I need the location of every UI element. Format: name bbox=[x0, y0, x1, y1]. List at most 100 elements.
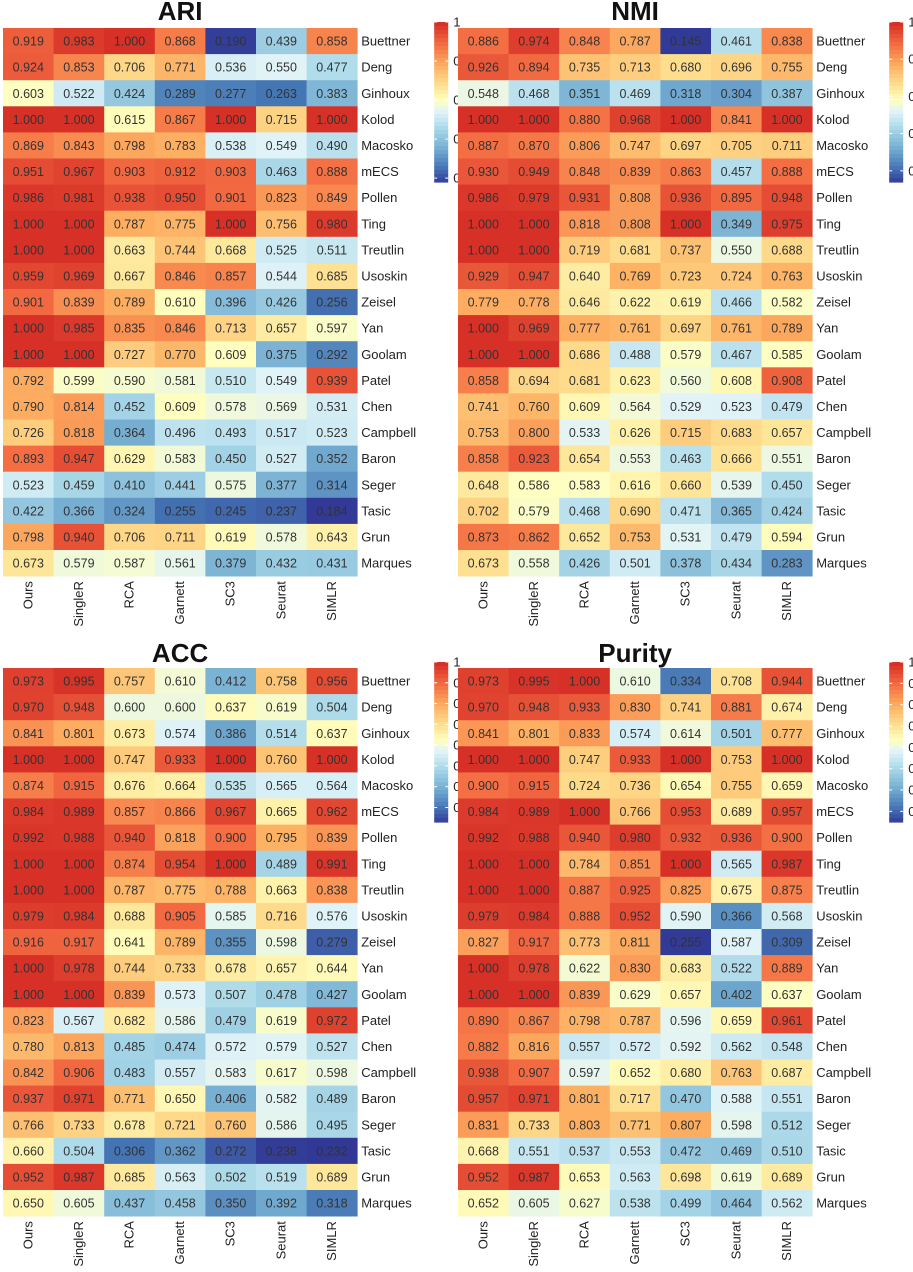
cell-value-label: 1.000 bbox=[316, 113, 347, 127]
cell-value-label: 0.833 bbox=[569, 727, 600, 741]
cell-value-label: 0.753 bbox=[619, 530, 650, 544]
heatmap-cell bbox=[256, 1059, 307, 1086]
heatmap-cell bbox=[458, 902, 509, 930]
heatmap-cell bbox=[154, 497, 206, 525]
heatmap-cell bbox=[609, 393, 661, 420]
cell-value-label: 1.000 bbox=[468, 348, 499, 362]
cell-value-label: 0.760 bbox=[215, 1118, 246, 1132]
row-label: Seger bbox=[361, 477, 396, 492]
cell-value-label: 0.970 bbox=[13, 701, 44, 715]
heatmap-cell bbox=[761, 1111, 813, 1139]
cell-value-label: 0.586 bbox=[518, 478, 549, 492]
cell-value-label: 0.469 bbox=[619, 87, 650, 101]
heatmap-cell bbox=[508, 393, 560, 420]
heatmap-cell bbox=[3, 1059, 54, 1086]
heatmap-cell bbox=[3, 419, 54, 446]
cell-value-label: 0.853 bbox=[63, 61, 94, 75]
heatmap-cell bbox=[609, 981, 661, 1008]
heatmap-panel-acc: ACC 0.973 0.995 0.757 0.610 0.412 0.758 0.956 0.… bbox=[3, 638, 471, 1267]
heatmap-cell bbox=[609, 367, 661, 394]
cell-value-label: 0.984 bbox=[63, 909, 94, 923]
cell-value-label: 0.780 bbox=[13, 1040, 44, 1054]
heatmap-cell bbox=[559, 289, 611, 316]
cell-value-label: 0.830 bbox=[619, 962, 650, 976]
heatmap-cell bbox=[458, 550, 509, 577]
cell-value-label: 0.646 bbox=[569, 296, 600, 310]
heatmap-cell bbox=[205, 210, 257, 238]
cell-value-label: 1.000 bbox=[569, 675, 600, 689]
heatmap-cell bbox=[104, 1111, 156, 1139]
cell-value-label: 0.932 bbox=[670, 831, 701, 845]
cell-value-label: 0.987 bbox=[518, 1170, 549, 1184]
heatmap-cell bbox=[154, 1033, 206, 1060]
cell-value-label: 0.657 bbox=[670, 988, 701, 1002]
cell-value-label: 0.967 bbox=[215, 805, 246, 819]
heatmap-cell bbox=[458, 746, 509, 773]
cell-value-label: 0.660 bbox=[13, 1144, 44, 1158]
cell-value-label: 0.386 bbox=[215, 727, 246, 741]
row-label: Pollen bbox=[361, 830, 397, 845]
heatmap-cell bbox=[458, 1085, 509, 1113]
legend-gradient-step bbox=[889, 122, 904, 127]
cell-value-label: 1.000 bbox=[63, 753, 94, 767]
cell-value-label: 0.851 bbox=[619, 857, 650, 871]
cell-value-label: 1.000 bbox=[63, 113, 94, 127]
heatmap-cell bbox=[711, 132, 762, 159]
heatmap-cell bbox=[508, 1111, 560, 1139]
heatmap-cell bbox=[761, 668, 813, 695]
heatmap-cell bbox=[508, 1085, 560, 1113]
heatmap-cell bbox=[711, 210, 762, 238]
heatmap-cell bbox=[154, 850, 206, 878]
legend-gradient-step bbox=[889, 738, 904, 743]
heatmap-cell bbox=[256, 132, 307, 159]
cell-value-label: 0.867 bbox=[164, 113, 195, 127]
cell-value-label: 0.724 bbox=[721, 269, 752, 283]
heatmap-cell bbox=[104, 471, 156, 499]
row-label: Marques bbox=[361, 1196, 412, 1211]
heatmap-cell bbox=[104, 1190, 156, 1217]
legend-gradient-step bbox=[434, 178, 449, 183]
cell-value-label: 0.514 bbox=[266, 727, 297, 741]
column-label: SIMLR bbox=[324, 1221, 339, 1261]
column-label: Seurat bbox=[728, 581, 743, 620]
cell-value-label: 0.619 bbox=[215, 530, 246, 544]
cell-value-label: 0.900 bbox=[771, 831, 802, 845]
heatmap-cell bbox=[609, 289, 661, 316]
heatmap-cell bbox=[205, 341, 257, 368]
heatmap-cell bbox=[458, 158, 509, 185]
legend-tick-label: 1 bbox=[453, 655, 460, 670]
cell-value-label: 0.434 bbox=[721, 557, 752, 571]
cell-value-label: 0.495 bbox=[316, 1118, 347, 1132]
cell-value-label: 0.900 bbox=[468, 779, 499, 793]
heatmap-cell bbox=[508, 80, 560, 107]
cell-value-label: 0.992 bbox=[468, 831, 499, 845]
heatmap-cell bbox=[559, 28, 611, 55]
heatmap-panel-nmi: NMI 0.886 0.974 0.848 0.787 0.145 0.461 0.838 0.… bbox=[458, 0, 913, 627]
heatmap-cell bbox=[660, 1190, 712, 1217]
heatmap-cell bbox=[104, 341, 156, 368]
cell-value-label: 0.689 bbox=[316, 1170, 347, 1184]
cell-value-label: 0.572 bbox=[619, 1040, 650, 1054]
cell-value-label: 0.568 bbox=[771, 909, 802, 923]
row-label: Treutlin bbox=[816, 242, 859, 257]
row-label: Buettner bbox=[816, 34, 866, 49]
cell-value-label: 0.849 bbox=[316, 191, 347, 205]
heatmap-cell bbox=[205, 419, 257, 446]
cell-value-label: 0.603 bbox=[13, 87, 44, 101]
cell-value-label: 0.711 bbox=[165, 530, 195, 544]
cell-value-label: 0.863 bbox=[670, 165, 701, 179]
cell-value-label: 0.586 bbox=[266, 1118, 297, 1132]
legend-gradient-step bbox=[434, 722, 449, 727]
heatmap-cell bbox=[458, 106, 509, 133]
cell-value-label: 0.846 bbox=[164, 269, 195, 283]
cell-value-label: 1.000 bbox=[13, 243, 44, 257]
heatmap-cell bbox=[660, 1111, 712, 1139]
legend-tick-label: 0.4 bbox=[908, 126, 913, 141]
heatmap-cell bbox=[53, 236, 105, 264]
heatmap-cell bbox=[711, 981, 762, 1008]
cell-value-label: 0.565 bbox=[721, 857, 752, 871]
cell-value-label: 0.579 bbox=[266, 1040, 297, 1054]
heatmap-cell bbox=[104, 445, 156, 473]
cell-value-label: 0.458 bbox=[164, 1197, 195, 1211]
cell-value-label: 0.383 bbox=[316, 87, 347, 101]
